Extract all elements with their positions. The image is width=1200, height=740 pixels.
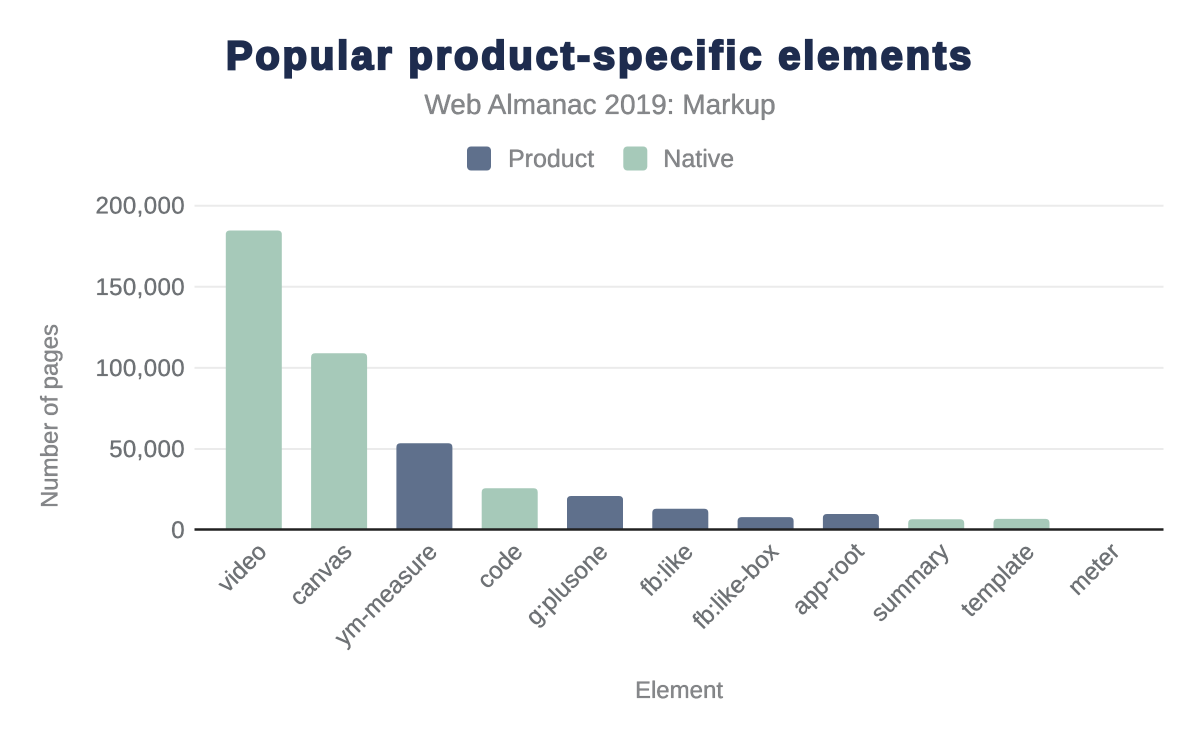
svg-text:50,000: 50,000 bbox=[109, 436, 185, 463]
svg-text:Number of pages: Number of pages bbox=[37, 324, 64, 508]
svg-text:Product: Product bbox=[508, 145, 594, 173]
svg-text:200,000: 200,000 bbox=[95, 193, 185, 220]
svg-text:150,000: 150,000 bbox=[95, 274, 185, 301]
svg-text:100,000: 100,000 bbox=[95, 355, 185, 382]
svg-text:Web Almanac 2019: Markup: Web Almanac 2019: Markup bbox=[424, 89, 775, 120]
svg-text:0: 0 bbox=[171, 517, 185, 544]
svg-text:Native: Native bbox=[663, 145, 734, 173]
svg-text:Element: Element bbox=[635, 677, 723, 704]
